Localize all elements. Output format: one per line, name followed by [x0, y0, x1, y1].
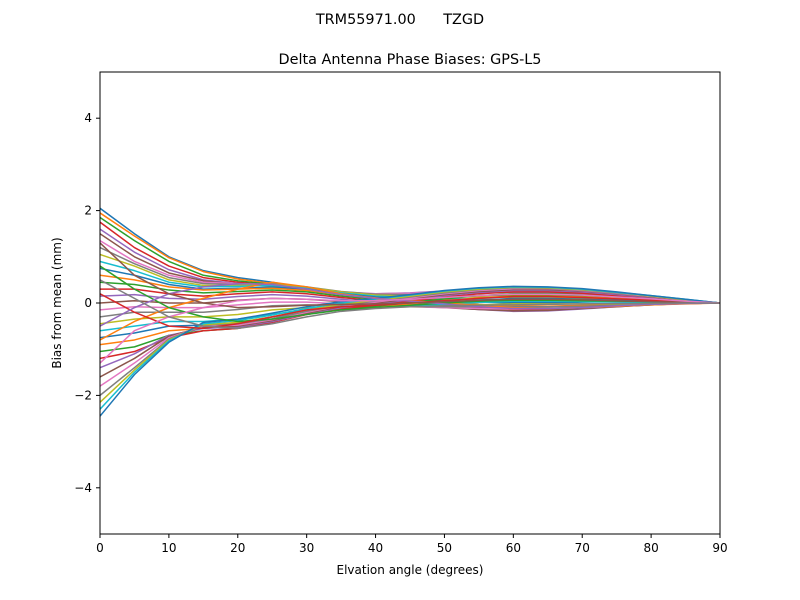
x-tick-label: 20	[230, 541, 245, 555]
x-tick-label: 50	[437, 541, 452, 555]
x-tick-label: 40	[368, 541, 383, 555]
x-axis-label: Elvation angle (degrees)	[337, 563, 484, 577]
y-axis: −4 −2 0 2 4	[74, 111, 100, 495]
x-tick-label: 0	[96, 541, 104, 555]
y-axis-label: Bias from mean (mm)	[50, 237, 64, 368]
x-tick-label: 90	[712, 541, 727, 555]
series-line-37	[100, 293, 720, 364]
series-line-35	[100, 282, 720, 327]
x-tick-label: 10	[161, 541, 176, 555]
y-tick-label: 0	[84, 296, 92, 310]
y-tick-label: −2	[74, 388, 92, 402]
x-tick-label: 70	[575, 541, 590, 555]
x-tick-label: 30	[299, 541, 314, 555]
y-tick-label: 2	[84, 204, 92, 218]
series-line-31	[100, 285, 720, 417]
x-tick-label: 60	[506, 541, 521, 555]
x-tick-label: 80	[643, 541, 658, 555]
y-tick-label: 4	[84, 111, 92, 125]
figure-suptitle: TRM55971.00 TZGD	[315, 12, 484, 28]
y-tick-label: −4	[74, 481, 92, 495]
series-line-36	[100, 242, 720, 309]
series-line-38	[100, 279, 720, 330]
series-layer	[100, 207, 720, 417]
chart-title: Delta Antenna Phase Biases: GPS-L5	[279, 52, 542, 68]
x-axis: 0 10 20 30 40 50 60 70 80 90	[96, 534, 728, 555]
